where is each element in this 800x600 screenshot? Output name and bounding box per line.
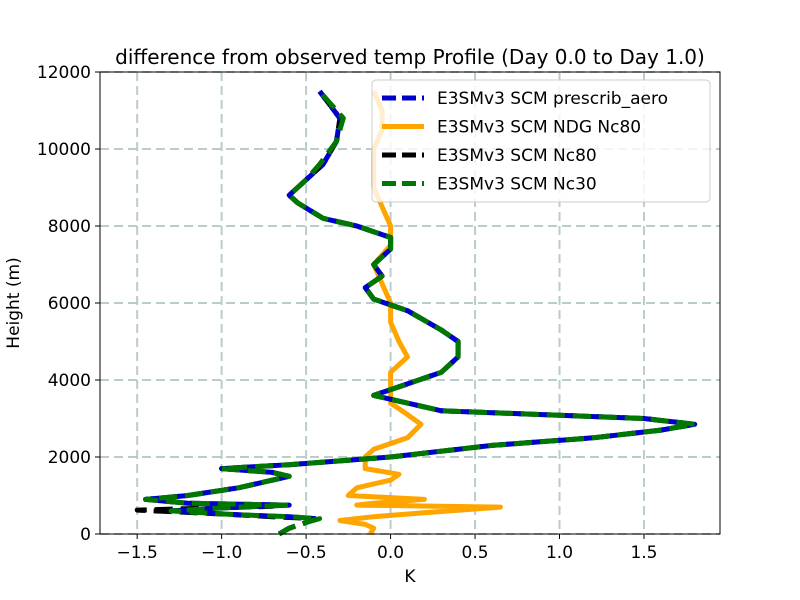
y-tick-label: 12000: [37, 63, 91, 83]
legend: E3SMv3 SCM prescrib_aero E3SMv3 SCM NDG N…: [371, 79, 711, 203]
x-tick-label: −1.0: [201, 543, 242, 563]
legend-label: E3SMv3 SCM NDG Nc80: [437, 118, 641, 138]
y-tick-label: 8000: [48, 217, 91, 237]
x-tick-label: −0.5: [285, 543, 326, 563]
x-axis-ticks: −1.5 −1.0 −0.5 0.0 0.5 1.0 1.5: [117, 534, 658, 563]
y-tick-label: 4000: [48, 371, 91, 391]
y-tick-label: 0: [80, 525, 91, 545]
x-tick-label: 1.0: [546, 543, 573, 563]
legend-label: E3SMv3 SCM prescrib_aero: [437, 89, 668, 109]
series-line-e3smv3-scm-ndg-nc80: [337, 90, 503, 536]
x-axis-label: K: [404, 567, 416, 587]
y-tick-label: 6000: [48, 294, 91, 314]
series-line-e3smv3-scm-nc30: [143, 89, 698, 537]
legend-box: [371, 79, 711, 203]
chart-title: difference from observed temp Profile (D…: [115, 45, 705, 69]
y-tick-label: 2000: [48, 448, 91, 468]
y-axis-label: Height (m): [4, 257, 24, 348]
y-axis-ticks: 0 2000 4000 6000 8000 10000 12000: [37, 63, 100, 545]
x-tick-label: 0.5: [462, 543, 489, 563]
y-tick-label: 10000: [37, 140, 91, 160]
x-tick-label: 0.0: [377, 543, 404, 563]
legend-label: E3SMv3 SCM Nc30: [437, 175, 597, 195]
x-tick-label: −1.5: [117, 543, 158, 563]
x-tick-label: 1.5: [630, 543, 657, 563]
legend-label: E3SMv3 SCM Nc80: [437, 146, 597, 166]
series-layer: [134, 89, 698, 537]
